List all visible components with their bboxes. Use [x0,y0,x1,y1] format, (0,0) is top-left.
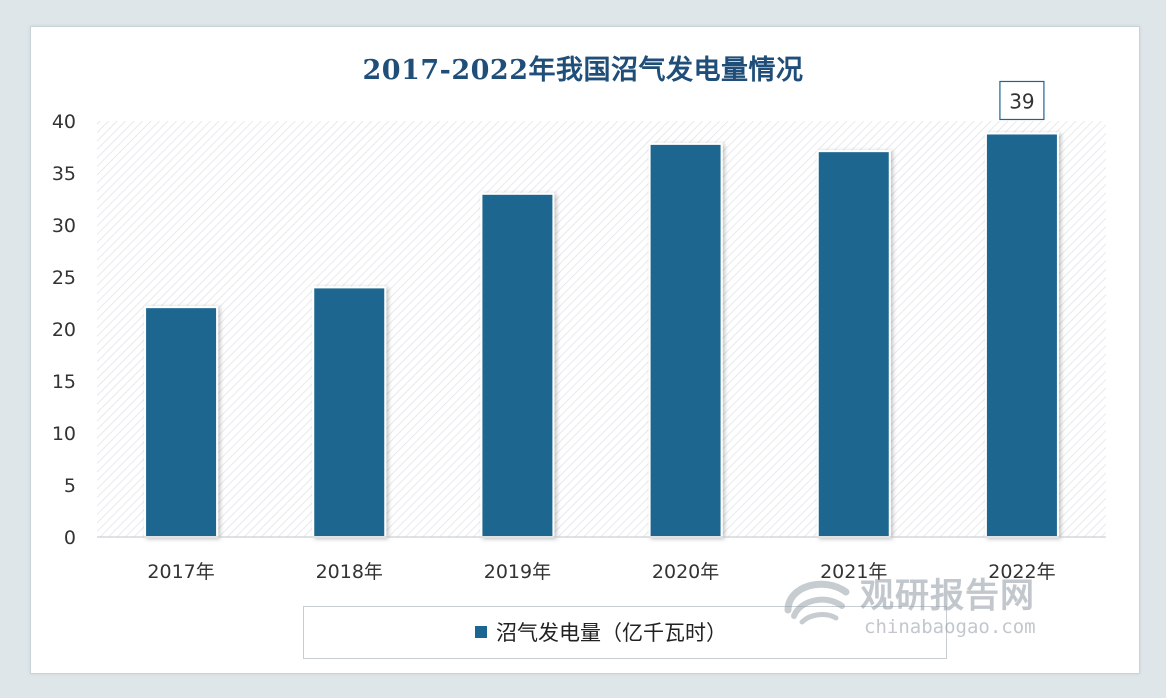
y-tick-label: 40 [52,111,76,133]
y-axis: 0 5 10 15 20 25 30 35 40 [52,111,76,549]
x-tick-label: 2021年 [820,561,887,583]
watermark-brand: 观研报告网 [860,576,1035,616]
y-tick-label: 30 [52,215,76,237]
y-tick-label: 15 [52,371,76,393]
bar [480,192,555,539]
bar [312,286,387,538]
bar [144,306,219,538]
y-tick-label: 35 [52,163,76,185]
bar [984,132,1059,538]
y-tick-label: 0 [64,527,76,549]
plot-area [97,121,1106,537]
bars [144,132,1059,539]
y-tick-label: 25 [52,267,76,289]
x-tick-label: 2018年 [316,561,383,583]
data-labels: 39 [999,80,1045,121]
legend-label: 沼气发电量（亿千瓦时） [496,621,727,645]
x-tick-label: 2020年 [652,561,719,583]
y-tick-label: 10 [52,423,76,445]
data-label-box [999,80,1045,121]
watermark: 观研报告网 chinabaogao.com [780,566,1100,646]
x-tick-label: 2017年 [147,561,214,583]
logo-icon [784,580,850,625]
y-tick-label: 5 [64,475,76,497]
data-label: 39 [1009,89,1034,113]
watermark-url: chinabaogao.com [864,616,1036,638]
x-tick-label: 2019年 [484,561,551,583]
bar [816,150,891,538]
x-axis: 2017年 2018年 2019年 2020年 2021年 2022年 [147,561,1055,583]
y-tick-label: 20 [52,319,76,341]
bar [648,142,723,538]
chart-title: 2017-2022年我国沼气发电量情况 [362,55,804,86]
x-tick-label: 2022年 [988,561,1055,583]
legend: 沼气发电量（亿千瓦时） [303,606,947,659]
legend-swatch [475,626,487,638]
